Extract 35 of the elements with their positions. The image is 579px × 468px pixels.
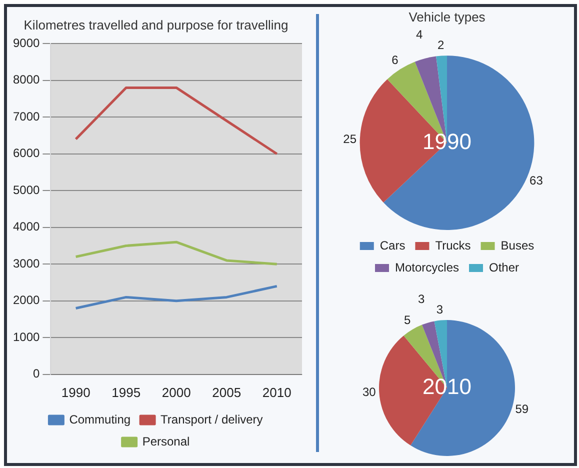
data-label: 5 xyxy=(404,313,411,328)
data-label: 63 xyxy=(530,174,544,188)
legend-label: Personal xyxy=(142,434,190,448)
x-tick-label: 2010 xyxy=(262,384,292,400)
legend-label: Other xyxy=(489,260,520,274)
y-tick-label: 1000 xyxy=(12,330,40,344)
y-tick-label: 5000 xyxy=(12,182,40,197)
y-tick-label: 8000 xyxy=(12,72,40,87)
x-tick-label: 2005 xyxy=(212,384,242,400)
x-tick-label: 1990 xyxy=(61,384,90,400)
legend-label: Cars xyxy=(380,238,406,252)
data-label: 6 xyxy=(392,53,399,68)
chart-title: Kilometres travelled and purpose for travelling xyxy=(24,17,288,32)
legend-label: Motorcycles xyxy=(394,260,460,274)
x-tick-label: 2000 xyxy=(162,384,191,400)
y-tick-label: 7000 xyxy=(12,109,40,124)
data-label: 25 xyxy=(343,132,357,146)
data-label: 30 xyxy=(362,385,376,400)
y-tick-label: 6000 xyxy=(12,146,40,160)
data-label: 3 xyxy=(436,302,444,317)
y-tick-label: 4000 xyxy=(12,220,40,234)
legend-label: Buses xyxy=(500,238,534,252)
data-label: 59 xyxy=(515,402,529,416)
x-tick-label: 1995 xyxy=(112,384,141,400)
chart-title: Vehicle types xyxy=(408,9,486,24)
y-tick-label: 2000 xyxy=(12,293,40,308)
data-label: 4 xyxy=(416,27,423,42)
y-tick-label: 9000 xyxy=(12,36,40,50)
legend-label: Trucks xyxy=(435,238,471,252)
legend-label: Commuting xyxy=(69,412,131,426)
data-label: 2 xyxy=(438,38,445,52)
legend-label: Transport / delivery xyxy=(160,412,263,426)
data-label: 3 xyxy=(418,292,425,306)
y-tick-label: 0 xyxy=(33,366,40,381)
y-tick-label: 3000 xyxy=(12,256,40,270)
